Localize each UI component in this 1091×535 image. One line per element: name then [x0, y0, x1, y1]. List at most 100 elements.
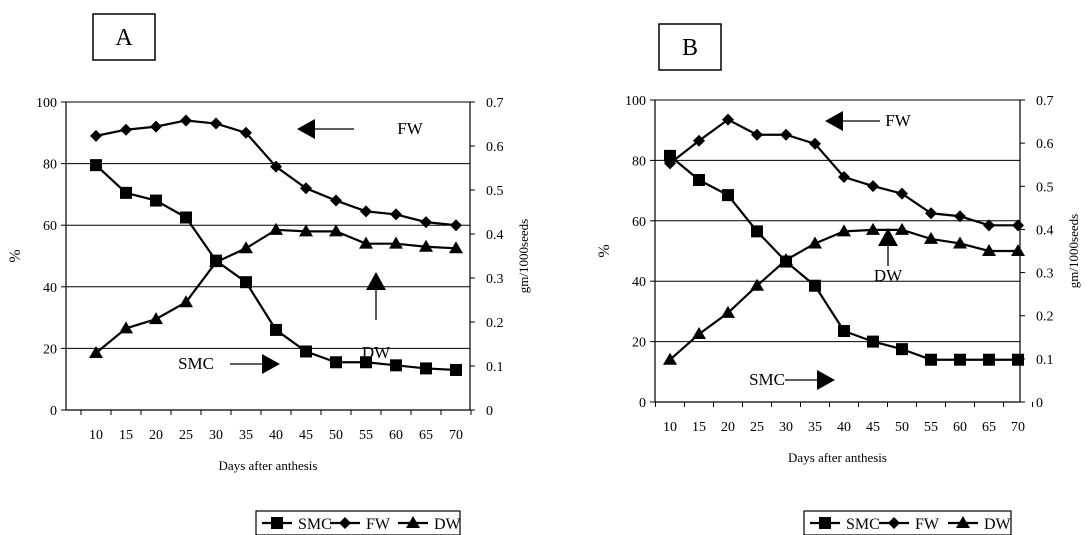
data-point-dw — [209, 255, 223, 268]
x-tick-label: 60 — [389, 428, 403, 443]
y2-tick-label: 0.6 — [486, 140, 504, 155]
y2-tick-label: 0.6 — [1036, 137, 1054, 152]
data-point-fw — [450, 219, 462, 232]
series-smc — [664, 149, 1024, 366]
data-point-smc — [90, 159, 102, 172]
data-point-fw — [300, 182, 312, 195]
annotation-smc: SMC — [749, 370, 835, 390]
y-tick-label: 0 — [50, 404, 57, 419]
data-point-fw — [390, 208, 402, 221]
data-point-fw — [240, 126, 252, 139]
annotation-arrow-head — [817, 370, 835, 390]
x-tick-label: 45 — [866, 420, 880, 435]
y2-axis-title: gm/1000seeds — [1066, 214, 1081, 288]
panel-label-box — [658, 23, 722, 71]
data-point-fw — [180, 114, 192, 127]
y2-tick-label: 0.7 — [1036, 94, 1054, 109]
data-point-dw — [269, 222, 283, 235]
data-point-fw — [838, 171, 850, 184]
x-axis-title: Days after anthesis — [788, 450, 887, 465]
x-tick-label: 25 — [750, 420, 764, 435]
x-tick-label: 65 — [982, 420, 996, 435]
panel-label-box — [92, 13, 156, 61]
data-point-dw — [750, 278, 764, 291]
x-tick-label: 15 — [692, 420, 706, 435]
data-point-smc — [420, 362, 432, 375]
y-tick-label: 60 — [632, 215, 646, 230]
annotation-arrow-head — [262, 354, 280, 374]
legend-marker-fw — [888, 517, 900, 529]
x-tick-label: 20 — [721, 420, 735, 435]
x-tick-label: 40 — [837, 420, 851, 435]
y2-tick-label: 0 — [1036, 396, 1043, 411]
data-point-smc — [925, 353, 937, 366]
annotation-label: DW — [362, 343, 391, 362]
panel-label: B — [682, 35, 698, 61]
data-point-smc — [693, 174, 705, 187]
annotation-dw: DW — [874, 228, 903, 285]
data-point-fw — [270, 160, 282, 173]
series-dw — [663, 222, 1025, 365]
chart-panel-a: A 0 20 40 60 80 100 0 0.1 0.2 0.3 0.4 0.5 0.6 0.7 10 15 2… — [7, 13, 531, 535]
data-point-dw — [692, 327, 706, 340]
annotation-arrow-head — [297, 119, 315, 139]
x-tick-label: 60 — [953, 420, 967, 435]
data-point-smc — [330, 356, 342, 369]
panel-label: A — [115, 25, 133, 51]
legend-marker-smc — [819, 517, 831, 529]
annotation-arrow-head — [878, 228, 898, 246]
data-point-fw — [90, 129, 102, 142]
annotation-label: FW — [885, 111, 911, 130]
y-axis-title: % — [596, 244, 613, 257]
data-point-dw — [837, 224, 851, 237]
y-tick-label: 100 — [625, 94, 646, 109]
y-tick-label: 40 — [43, 281, 57, 296]
data-point-smc — [270, 323, 282, 336]
data-point-smc — [360, 356, 372, 369]
data-point-fw — [751, 128, 763, 141]
data-point-fw — [210, 117, 222, 130]
legend: SMC FW DW — [255, 510, 462, 535]
y2-tick-label: 0.2 — [486, 316, 504, 331]
y2-tick-label: 0.5 — [486, 184, 504, 199]
series-fw — [90, 114, 462, 232]
data-point-fw — [954, 210, 966, 223]
data-point-dw — [808, 236, 822, 249]
y2-tick-label: 0.3 — [1036, 267, 1054, 282]
data-point-dw — [389, 236, 403, 249]
data-point-fw — [983, 219, 995, 232]
annotation-arrow-head — [825, 111, 843, 131]
legend-marker-smc — [271, 517, 283, 529]
x-tick-label: 15 — [119, 428, 133, 443]
annotation-smc: SMC — [178, 354, 280, 374]
data-point-dw — [663, 352, 677, 365]
x-tick-label: 25 — [179, 428, 193, 443]
x-tick-label: 40 — [269, 428, 283, 443]
x-tick-label: 55 — [359, 428, 373, 443]
legend-label: SMC — [846, 516, 880, 533]
data-point-smc — [867, 335, 879, 348]
x-tick-label: 70 — [449, 428, 463, 443]
data-point-smc — [896, 343, 908, 356]
data-point-dw — [779, 253, 793, 266]
y-tick-label: 20 — [632, 336, 646, 351]
data-point-smc — [180, 211, 192, 224]
data-point-smc — [1012, 353, 1024, 366]
x-tick-label: 70 — [1011, 420, 1025, 435]
data-point-fw — [896, 187, 908, 200]
data-point-dw — [119, 321, 133, 334]
series-smc — [90, 159, 462, 376]
legend-label: FW — [915, 516, 940, 533]
y-tick-label: 60 — [43, 219, 57, 234]
annotation-fw: FW — [297, 119, 424, 139]
y-tick-label: 40 — [632, 275, 646, 290]
data-point-dw — [866, 222, 880, 235]
data-point-fw — [360, 205, 372, 218]
data-point-dw — [953, 236, 967, 249]
data-point-smc — [954, 353, 966, 366]
data-point-dw — [179, 295, 193, 308]
data-point-fw — [722, 113, 734, 126]
x-tick-label: 35 — [239, 428, 253, 443]
data-point-smc — [450, 363, 462, 376]
